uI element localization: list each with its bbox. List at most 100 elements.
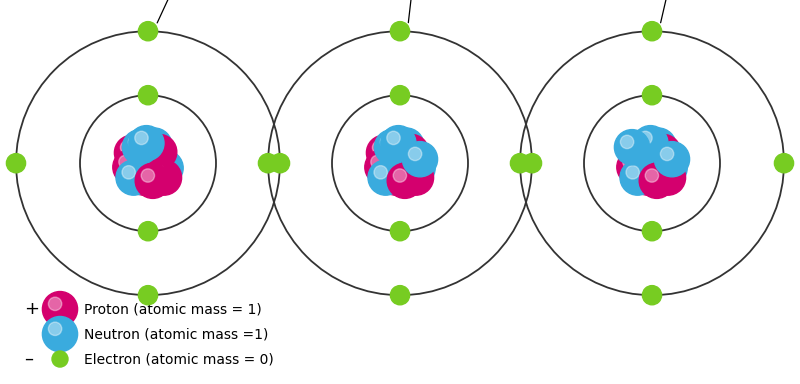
Ellipse shape	[626, 130, 662, 165]
Ellipse shape	[141, 169, 154, 182]
Ellipse shape	[630, 160, 666, 195]
Ellipse shape	[122, 130, 158, 165]
Ellipse shape	[393, 169, 406, 182]
Ellipse shape	[398, 160, 434, 195]
Text: +: +	[24, 300, 39, 318]
Ellipse shape	[52, 351, 68, 367]
Ellipse shape	[130, 146, 166, 181]
Ellipse shape	[639, 163, 674, 199]
Text: Neutron (atomic mass =1): Neutron (atomic mass =1)	[84, 327, 268, 341]
Ellipse shape	[617, 150, 652, 185]
Ellipse shape	[510, 154, 530, 173]
Text: Electron (atomic mass = 0): Electron (atomic mass = 0)	[84, 352, 274, 366]
Ellipse shape	[6, 154, 26, 173]
Ellipse shape	[142, 134, 177, 170]
Ellipse shape	[642, 286, 662, 305]
Ellipse shape	[138, 222, 158, 241]
Ellipse shape	[374, 130, 410, 165]
Ellipse shape	[138, 86, 158, 105]
Ellipse shape	[378, 160, 414, 195]
Ellipse shape	[148, 151, 183, 185]
Ellipse shape	[638, 131, 652, 145]
Ellipse shape	[113, 150, 148, 185]
Ellipse shape	[389, 128, 424, 163]
Ellipse shape	[387, 163, 422, 199]
Ellipse shape	[394, 134, 408, 147]
Ellipse shape	[365, 150, 400, 185]
Ellipse shape	[400, 151, 435, 185]
Ellipse shape	[126, 160, 162, 195]
Ellipse shape	[388, 151, 402, 165]
Ellipse shape	[135, 163, 170, 199]
Ellipse shape	[128, 135, 142, 149]
Ellipse shape	[618, 135, 654, 170]
Ellipse shape	[138, 286, 158, 305]
Ellipse shape	[652, 151, 687, 185]
Ellipse shape	[152, 166, 166, 179]
Ellipse shape	[136, 151, 150, 165]
Ellipse shape	[116, 160, 151, 195]
Ellipse shape	[390, 86, 410, 105]
Ellipse shape	[137, 128, 172, 163]
Ellipse shape	[650, 160, 686, 195]
Ellipse shape	[386, 131, 400, 145]
Ellipse shape	[620, 160, 655, 195]
Ellipse shape	[154, 156, 167, 169]
Ellipse shape	[636, 166, 650, 179]
Ellipse shape	[120, 141, 134, 154]
Ellipse shape	[114, 135, 150, 170]
Ellipse shape	[42, 291, 78, 327]
Ellipse shape	[48, 297, 62, 311]
Ellipse shape	[774, 154, 794, 173]
Ellipse shape	[134, 131, 148, 145]
Ellipse shape	[642, 86, 662, 105]
Ellipse shape	[651, 140, 665, 154]
Ellipse shape	[406, 156, 419, 169]
Ellipse shape	[122, 166, 135, 179]
Ellipse shape	[366, 135, 402, 170]
Ellipse shape	[382, 146, 418, 181]
Ellipse shape	[399, 140, 413, 154]
Ellipse shape	[633, 126, 668, 161]
Ellipse shape	[146, 160, 182, 195]
Ellipse shape	[622, 155, 636, 169]
Ellipse shape	[390, 286, 410, 305]
Ellipse shape	[632, 135, 646, 149]
Ellipse shape	[654, 142, 690, 177]
Ellipse shape	[42, 316, 78, 352]
Ellipse shape	[390, 22, 410, 41]
Ellipse shape	[118, 155, 132, 169]
Ellipse shape	[642, 22, 662, 41]
Ellipse shape	[380, 135, 394, 149]
Ellipse shape	[642, 222, 662, 241]
Ellipse shape	[48, 322, 62, 336]
Ellipse shape	[626, 166, 639, 179]
Ellipse shape	[370, 155, 384, 169]
Ellipse shape	[658, 156, 671, 169]
Ellipse shape	[624, 141, 638, 154]
Ellipse shape	[138, 22, 158, 41]
Ellipse shape	[634, 146, 670, 181]
Ellipse shape	[402, 142, 438, 177]
Ellipse shape	[368, 160, 403, 195]
Text: Proton (atomic mass = 1): Proton (atomic mass = 1)	[84, 302, 262, 316]
Ellipse shape	[641, 128, 676, 163]
Ellipse shape	[132, 166, 146, 179]
Ellipse shape	[372, 141, 386, 154]
Ellipse shape	[129, 126, 164, 161]
Ellipse shape	[656, 166, 670, 179]
Ellipse shape	[620, 135, 634, 149]
Ellipse shape	[522, 154, 542, 173]
Ellipse shape	[258, 154, 278, 173]
Ellipse shape	[394, 134, 429, 170]
Ellipse shape	[645, 169, 658, 182]
Ellipse shape	[381, 126, 416, 161]
Ellipse shape	[384, 166, 398, 179]
Ellipse shape	[390, 222, 410, 241]
Text: –: –	[24, 350, 33, 368]
Ellipse shape	[404, 166, 418, 179]
Ellipse shape	[646, 134, 660, 147]
Ellipse shape	[374, 166, 387, 179]
Ellipse shape	[408, 147, 422, 161]
Ellipse shape	[646, 134, 681, 170]
